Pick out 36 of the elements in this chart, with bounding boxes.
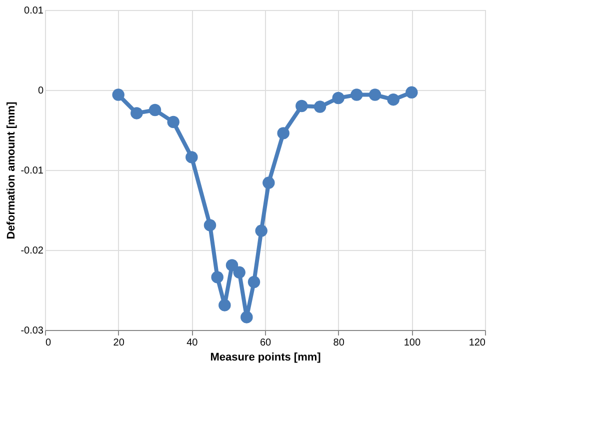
y-tick-label: -0.01 <box>20 166 44 176</box>
point <box>211 271 224 284</box>
y-tick-label: 0.01 <box>24 6 44 16</box>
point <box>148 104 162 116</box>
point <box>218 299 231 312</box>
x-tick-label: 80 <box>333 338 345 348</box>
x-tick-label: 20 <box>113 338 125 348</box>
point <box>277 127 290 140</box>
point <box>130 107 143 120</box>
point <box>167 116 180 128</box>
point <box>387 93 400 106</box>
point <box>186 151 198 164</box>
point <box>233 266 246 279</box>
x-axis-title: Measure points [mm] <box>210 352 322 364</box>
y-tick-label: 0 <box>38 86 44 96</box>
point <box>248 276 260 288</box>
y-tick-label: -0.02 <box>20 246 44 256</box>
point <box>332 92 344 104</box>
point <box>368 88 382 101</box>
x-tick-label: 120 <box>468 338 486 348</box>
point <box>112 88 124 101</box>
point <box>255 224 268 237</box>
y-axis-title: Deformation amount [mm] <box>6 101 18 240</box>
point <box>240 311 253 324</box>
point <box>262 176 275 189</box>
point <box>204 219 216 232</box>
y-tick-label: -0.03 <box>20 326 44 336</box>
x-tick-label: 60 <box>260 338 272 348</box>
point <box>296 100 308 112</box>
point <box>406 86 418 99</box>
x-tick-label: 0 <box>46 338 52 348</box>
point <box>226 259 238 272</box>
x-tick-label: 40 <box>186 338 198 348</box>
x-tick-label: 100 <box>404 338 421 348</box>
point <box>314 100 326 113</box>
point <box>350 88 363 101</box>
